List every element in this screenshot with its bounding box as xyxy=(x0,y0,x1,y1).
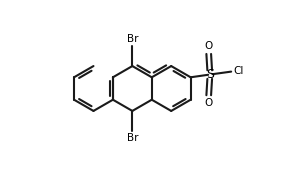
Text: O: O xyxy=(205,41,213,51)
Text: O: O xyxy=(205,98,213,108)
Text: Cl: Cl xyxy=(233,66,244,76)
Text: Br: Br xyxy=(127,133,138,143)
Text: S: S xyxy=(206,68,214,81)
Text: Br: Br xyxy=(127,34,138,44)
